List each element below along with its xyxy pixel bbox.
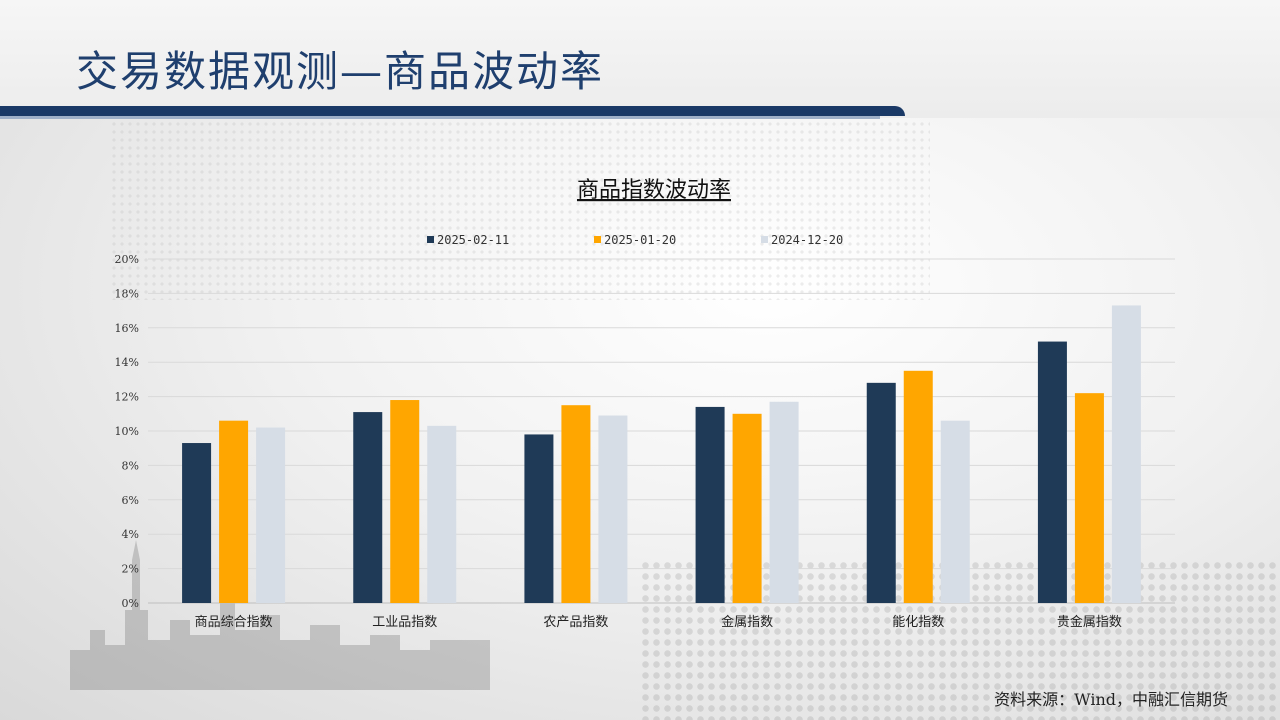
bar: [598, 415, 628, 603]
slide-header: [0, 0, 1280, 118]
chart-title: 商品指数波动率: [577, 178, 731, 203]
legend-swatch: [594, 236, 601, 243]
x-tick-label: 贵金属指数: [1057, 614, 1122, 630]
y-tick-label: 4%: [122, 528, 139, 541]
bar: [219, 420, 249, 603]
city-skyline-background: [70, 540, 490, 690]
x-tick-label: 农产品指数: [543, 615, 608, 630]
bar: [940, 420, 970, 603]
y-tick-label: 20%: [115, 253, 139, 266]
bar: [524, 434, 554, 603]
chart-bars: [182, 305, 1141, 603]
chart-legend: 2025-02-11 2025-01-20 2024-12-20: [427, 233, 843, 247]
x-tick-label: 金属指数: [721, 614, 773, 630]
bar: [256, 427, 286, 603]
bar: [866, 382, 896, 603]
bar: [427, 425, 457, 603]
x-axis-labels: 商品综合指数 工业品指数 农产品指数 金属指数 能化指数 贵金属指数: [195, 614, 1122, 630]
world-map-background: [110, 120, 930, 300]
y-tick-label: 18%: [115, 287, 139, 300]
legend-label: 2025-02-11: [437, 233, 509, 247]
bar: [353, 412, 383, 603]
bar: [182, 443, 212, 603]
y-tick-label: 8%: [122, 459, 139, 472]
source-note: 资料来源：Wind，中融汇信期货: [994, 690, 1228, 709]
bar: [1037, 341, 1067, 603]
y-tick-label: 2%: [122, 563, 139, 576]
bar: [732, 413, 762, 603]
y-axis-ticks: 0% 2% 4% 6% 8% 10% 12% 14% 16% 18% 20%: [115, 253, 139, 610]
title-underline-bar: [0, 106, 905, 116]
y-tick-label: 12%: [115, 391, 139, 404]
bar: [695, 406, 725, 603]
title-underline-shadow: [0, 116, 880, 119]
chart-gridlines: [148, 258, 1175, 604]
bar: [1111, 305, 1141, 603]
y-tick-label: 6%: [122, 494, 139, 507]
legend-swatch: [761, 236, 768, 243]
y-tick-label: 0%: [122, 597, 139, 610]
bar: [561, 405, 591, 603]
bar: [1074, 393, 1104, 603]
legend-swatch: [427, 236, 434, 243]
y-tick-label: 14%: [115, 356, 139, 369]
legend-label: 2024-12-20: [771, 233, 843, 247]
legend-label: 2025-01-20: [604, 233, 676, 247]
x-tick-label: 能化指数: [892, 615, 944, 630]
y-tick-label: 16%: [115, 322, 139, 335]
bar: [390, 400, 420, 603]
bar: [903, 370, 933, 603]
page-title: 交易数据观测—商品波动率: [76, 47, 605, 96]
y-tick-label: 10%: [115, 425, 139, 438]
x-tick-label: 商品综合指数: [195, 615, 273, 630]
x-tick-label: 工业品指数: [372, 615, 437, 630]
bar: [769, 401, 799, 603]
